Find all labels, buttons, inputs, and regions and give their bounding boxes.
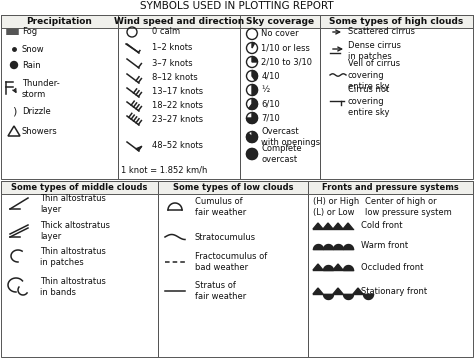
Bar [118,15,240,28]
Wedge shape [252,70,257,80]
Text: (H) or High: (H) or High [313,197,359,206]
Text: 2/10 to 3/10: 2/10 to 3/10 [262,57,312,66]
Text: Fractocumulus of
bad weather: Fractocumulus of bad weather [195,252,267,272]
Text: Rain: Rain [22,61,41,70]
Polygon shape [313,264,323,270]
Text: Drizzle: Drizzle [22,107,51,116]
Circle shape [10,61,18,69]
Text: Thin altostratus
in patches: Thin altostratus in patches [40,247,106,267]
Bar [1,181,158,357]
Text: Stratus of
fair weather: Stratus of fair weather [195,281,246,301]
Polygon shape [333,223,343,229]
Bar [320,15,473,28]
Text: Thin altostratus
layer: Thin altostratus layer [40,194,106,214]
Text: 8–12 knots: 8–12 knots [152,74,198,83]
Text: Cumulus of
fair weather: Cumulus of fair weather [195,197,246,217]
Text: Snow: Snow [22,45,45,53]
Text: Stratocumulus: Stratocumulus [195,233,256,242]
Text: 13–17 knots: 13–17 knots [152,88,203,97]
Text: Cirrus not
covering
entire sky: Cirrus not covering entire sky [348,85,390,117]
Polygon shape [333,288,343,294]
Text: 4/10: 4/10 [262,71,280,80]
Text: Sky coverage: Sky coverage [246,17,314,26]
Text: Thin altostratus
in bands: Thin altostratus in bands [40,277,106,297]
Text: 7/10: 7/10 [262,113,280,122]
Polygon shape [313,223,323,229]
Text: 0 calm: 0 calm [152,28,180,37]
Text: SYMBOLS USED IN PLOTTING REPORT: SYMBOLS USED IN PLOTTING REPORT [140,1,334,11]
Text: Thunder-
storm: Thunder- storm [22,79,60,99]
Polygon shape [333,264,343,270]
Polygon shape [313,288,323,294]
Text: (L) or Low: (L) or Low [313,208,355,216]
Polygon shape [343,223,353,229]
Text: Thick altostratus
layer: Thick altostratus layer [40,221,110,241]
Text: Cold front: Cold front [361,222,402,230]
Text: ½: ½ [262,85,270,94]
Text: No cover: No cover [262,29,299,38]
Text: 1 knot = 1.852 km/h: 1 knot = 1.852 km/h [121,165,207,174]
Bar [1,181,158,194]
Text: Occluded front: Occluded front [361,262,423,271]
Wedge shape [252,42,255,48]
Polygon shape [136,146,141,150]
Text: Some types of high clouds: Some types of high clouds [329,17,464,26]
Text: Warm front: Warm front [361,242,408,251]
Text: Scattered cirrus: Scattered cirrus [348,28,415,37]
Text: 18–22 knots: 18–22 knots [152,102,203,111]
Polygon shape [323,223,333,229]
Text: Wind speed and direction: Wind speed and direction [114,17,244,26]
Text: Dense cirrus
in patches: Dense cirrus in patches [348,41,401,61]
Text: 3–7 knots: 3–7 knots [152,59,192,67]
Text: Complete
overcast: Complete overcast [262,144,302,164]
Bar [158,181,308,194]
Bar [1,15,118,28]
Bar [240,15,320,28]
Wedge shape [246,131,257,143]
Text: Fronts and pressure systems: Fronts and pressure systems [322,183,459,192]
Bar [308,181,473,194]
Text: Stationary front: Stationary front [361,286,427,295]
Bar [308,181,473,357]
Wedge shape [252,84,257,95]
Text: Precipitation: Precipitation [27,17,92,26]
Bar [1,15,118,179]
Text: Some types of middle clouds: Some types of middle clouds [11,183,148,192]
Text: Showers: Showers [22,126,58,135]
Text: 23–27 knots: 23–27 knots [152,116,203,125]
Text: Veil of cirrus
covering
entire sky: Veil of cirrus covering entire sky [348,59,400,90]
Text: Overcast
with openings: Overcast with openings [262,127,320,147]
Circle shape [246,149,257,159]
Bar [320,15,473,179]
Text: Some types of low clouds: Some types of low clouds [173,183,293,192]
Text: 48–52 knots: 48–52 knots [152,141,203,150]
Text: 1/10 or less: 1/10 or less [262,43,310,52]
Wedge shape [246,112,257,123]
Text: Fog: Fog [22,28,37,37]
Text: 1–2 knots: 1–2 knots [152,43,192,52]
Bar [240,15,320,179]
Polygon shape [353,288,363,294]
Text: 6/10: 6/10 [262,99,280,108]
Bar [118,15,240,179]
Text: Center of high or
low pressure system: Center of high or low pressure system [365,197,452,217]
Bar [158,181,308,357]
Wedge shape [252,56,257,62]
Text: ): ) [12,106,16,116]
Wedge shape [249,98,257,109]
